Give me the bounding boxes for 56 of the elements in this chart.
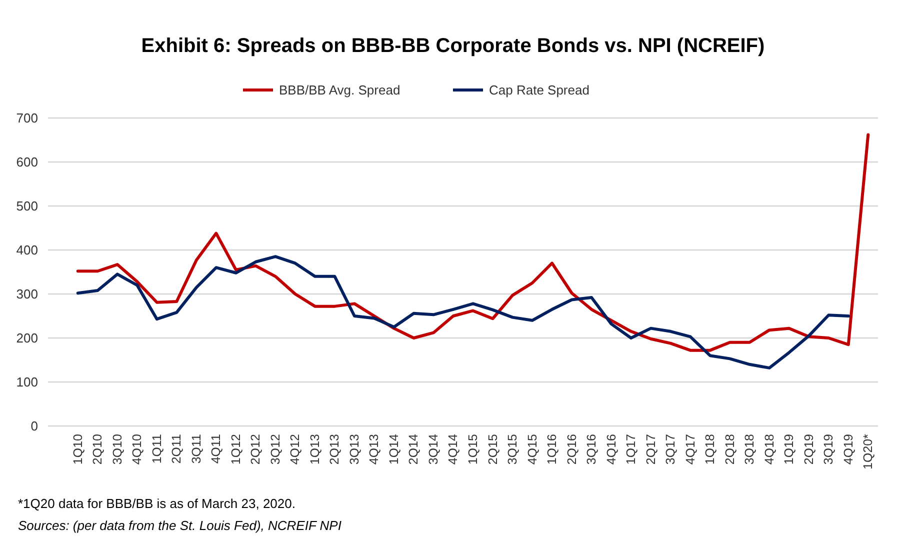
- x-tick-label: 2Q12: [248, 434, 263, 465]
- x-tick-label: 4Q16: [604, 434, 618, 465]
- x-tick-label: 4Q18: [762, 434, 776, 465]
- x-tick-label: 3Q18: [742, 434, 757, 465]
- y-tick-label: 300: [16, 286, 38, 302]
- x-tick-label: 4Q19: [841, 434, 856, 465]
- x-tick-label: 1Q15: [466, 434, 480, 465]
- x-tick-label: 4Q13: [367, 434, 382, 465]
- x-tick-label: 4Q10: [130, 434, 144, 465]
- text: *1Q20 data for BBB/BB is as of March 23, 2020.: [18, 496, 296, 511]
- legend-label: BBB/BB Avg. Spread: [279, 82, 400, 98]
- x-tick-label: 1Q10: [70, 434, 85, 465]
- x-tick-label: 1Q13: [308, 434, 322, 465]
- x-tick-label: 3Q17: [664, 434, 678, 465]
- x-tick-label: 2Q16: [564, 434, 579, 465]
- x-tick-label: 3Q11: [189, 434, 204, 464]
- x-tick-label: 1Q14: [386, 434, 401, 465]
- y-tick-label: 400: [16, 242, 38, 258]
- x-tick-label: 2Q13: [328, 434, 342, 465]
- chart-title: Exhibit 6: Spreads on BBB-BB Corporate Bonds vs. NPI (NCREIF): [141, 35, 765, 57]
- x-tick-label: 1Q17: [624, 434, 638, 465]
- x-tick-label: 4Q12: [288, 434, 302, 465]
- y-tick-label: 500: [16, 198, 38, 214]
- x-tick-label: 3Q15: [506, 434, 520, 465]
- x-tick-label: 3Q16: [584, 434, 599, 465]
- x-tick-label: 4Q14: [446, 434, 460, 465]
- x-tick-label: 2Q14: [406, 434, 421, 465]
- x-tick-label: 1Q12: [228, 434, 243, 465]
- x-tick-label: 4Q17: [683, 434, 698, 465]
- legend-label: Cap Rate Spread: [489, 82, 590, 98]
- x-tick-label: 1Q16: [545, 434, 560, 465]
- x-tick-label: 3Q10: [110, 434, 124, 465]
- x-tick-label: 2Q15: [486, 434, 500, 465]
- y-tick-label: 0: [30, 418, 38, 434]
- y-tick-label: 200: [16, 330, 38, 346]
- x-tick-label: 3Q13: [347, 434, 362, 465]
- source-note: Sources: (per data from the St. Louis Fed), NCREIF NPI: [18, 518, 342, 533]
- x-tick-label: 1Q20*: [861, 434, 876, 470]
- x-tick-label: 2Q19: [802, 434, 816, 465]
- y-tick-label: 700: [16, 110, 38, 126]
- line-series: [76, 133, 870, 352]
- line-series: [76, 255, 850, 370]
- x-tick-label: 4Q11: [209, 434, 224, 464]
- x-tick-label: 3Q12: [268, 434, 282, 465]
- x-tick-label: 2Q18: [722, 434, 737, 465]
- x-tick-label: 1Q18: [703, 434, 718, 465]
- x-tick-label: 2Q10: [90, 434, 105, 465]
- x-tick-label: 2Q11: [170, 434, 184, 464]
- x-tick-label: 3Q14: [426, 434, 440, 465]
- x-tick-label: 2Q17: [644, 434, 658, 465]
- x-tick-label: 3Q19: [822, 434, 836, 465]
- x-tick-label: 1Q11: [150, 434, 164, 464]
- x-tick-label: 4Q15: [525, 434, 540, 465]
- x-tick-label: 1Q19: [782, 434, 796, 465]
- y-tick-label: 600: [16, 154, 38, 170]
- y-tick-label: 100: [16, 374, 38, 390]
